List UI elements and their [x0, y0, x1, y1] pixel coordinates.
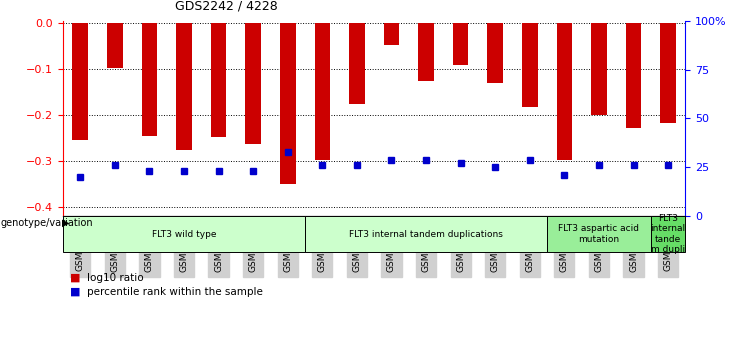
Text: ▶: ▶ — [62, 218, 69, 227]
Bar — [556, 23, 572, 160]
Text: genotype/variation: genotype/variation — [1, 218, 93, 227]
Text: FLT3 aspartic acid
mutation: FLT3 aspartic acid mutation — [559, 224, 639, 244]
Bar — [73, 23, 88, 140]
Bar — [305, 216, 547, 252]
Text: ■: ■ — [70, 273, 81, 283]
Bar — [488, 23, 503, 83]
Bar — [384, 23, 399, 45]
Bar — [660, 23, 676, 123]
Bar — [522, 23, 537, 107]
Bar — [591, 23, 607, 115]
Bar — [107, 23, 123, 68]
Bar — [280, 23, 296, 184]
Bar — [625, 23, 642, 128]
Bar — [142, 23, 157, 136]
Text: log10 ratio: log10 ratio — [87, 273, 143, 283]
Bar — [245, 23, 261, 144]
Text: percentile rank within the sample: percentile rank within the sample — [87, 287, 262, 296]
Bar — [63, 216, 305, 252]
Bar — [349, 23, 365, 104]
Bar — [547, 216, 651, 252]
Text: FLT3 wild type: FLT3 wild type — [152, 229, 216, 239]
Text: FLT3
internal
tande
m dupli: FLT3 internal tande m dupli — [651, 214, 685, 254]
Text: ■: ■ — [70, 287, 81, 296]
Bar — [651, 216, 685, 252]
Bar — [418, 23, 433, 80]
Bar — [210, 23, 227, 137]
Bar — [453, 23, 468, 65]
Text: GDS2242 / 4228: GDS2242 / 4228 — [175, 0, 278, 13]
Bar — [176, 23, 192, 150]
Text: FLT3 internal tandem duplications: FLT3 internal tandem duplications — [349, 229, 503, 239]
Bar — [314, 23, 330, 160]
